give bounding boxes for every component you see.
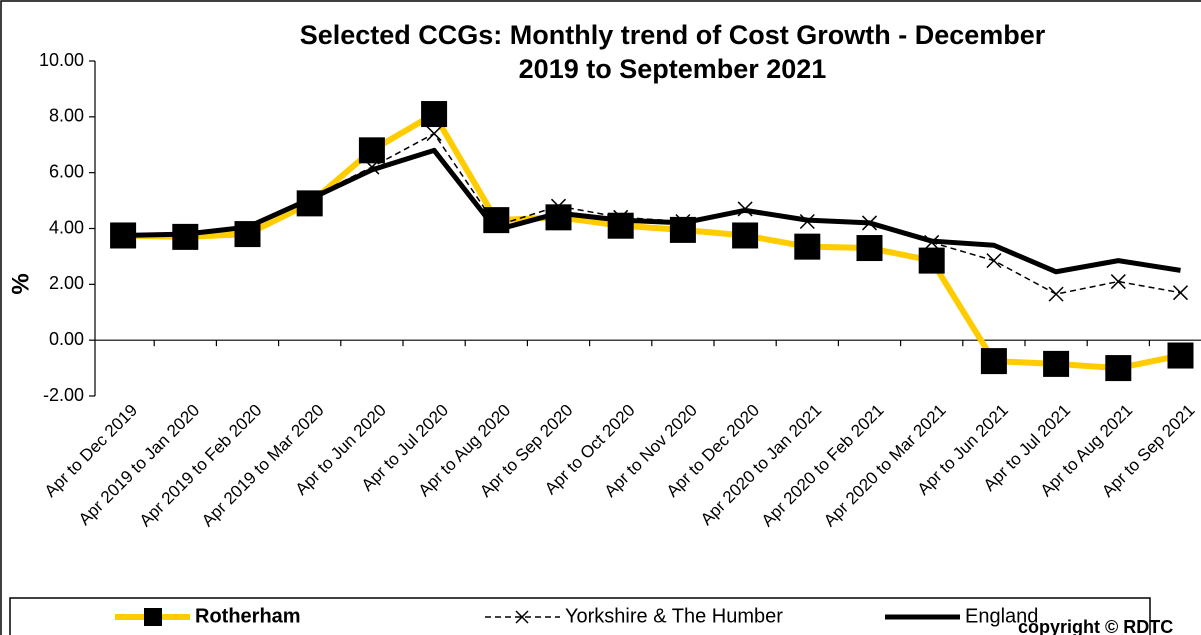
legend-label: England xyxy=(965,605,1038,627)
marker xyxy=(483,207,510,234)
y-tick-label: 6.00 xyxy=(49,161,84,181)
marker xyxy=(986,253,1002,269)
marker xyxy=(550,198,567,214)
marker xyxy=(924,234,940,250)
marker xyxy=(115,227,131,244)
marker xyxy=(861,215,878,231)
marker xyxy=(794,233,821,260)
marker xyxy=(1048,286,1064,302)
legend-marker xyxy=(515,610,529,624)
marker xyxy=(234,221,261,248)
y-tick-label: 4.00 xyxy=(49,217,84,237)
marker xyxy=(296,190,323,217)
marker xyxy=(364,159,380,175)
marker xyxy=(302,190,318,206)
marker xyxy=(1105,355,1132,382)
marker xyxy=(239,220,256,237)
y-tick-label: 8.00 xyxy=(49,106,84,126)
marker xyxy=(856,235,883,262)
marker xyxy=(488,218,504,234)
legend-label: Yorkshire & The Humber xyxy=(565,605,783,627)
marker xyxy=(799,213,815,230)
marker xyxy=(675,213,691,230)
marker xyxy=(421,101,448,128)
chart-title: Selected CCGs: Monthly trend of Cost Gro… xyxy=(299,20,1046,84)
marker xyxy=(1110,274,1126,290)
marker xyxy=(358,137,385,164)
legend-marker xyxy=(144,608,162,626)
marker xyxy=(1043,350,1070,377)
y-axis-label: % xyxy=(7,273,34,294)
copyright: copyright © RDTC xyxy=(1018,617,1173,635)
y-tick-label: 2.00 xyxy=(49,273,84,293)
marker xyxy=(613,209,629,225)
marker xyxy=(177,227,193,244)
marker xyxy=(918,247,945,274)
marker xyxy=(426,126,442,142)
marker xyxy=(737,201,753,217)
y-tick-label: 0.00 xyxy=(49,329,84,349)
marker xyxy=(172,223,199,250)
marker xyxy=(980,348,1007,375)
marker xyxy=(732,222,759,249)
marker xyxy=(1172,285,1189,301)
legend-label: Rotherham xyxy=(195,605,301,627)
y-tick-label: -2.00 xyxy=(43,385,84,405)
y-tick-label: 10.00 xyxy=(39,50,84,70)
marker xyxy=(545,204,572,231)
marker xyxy=(1167,342,1194,369)
